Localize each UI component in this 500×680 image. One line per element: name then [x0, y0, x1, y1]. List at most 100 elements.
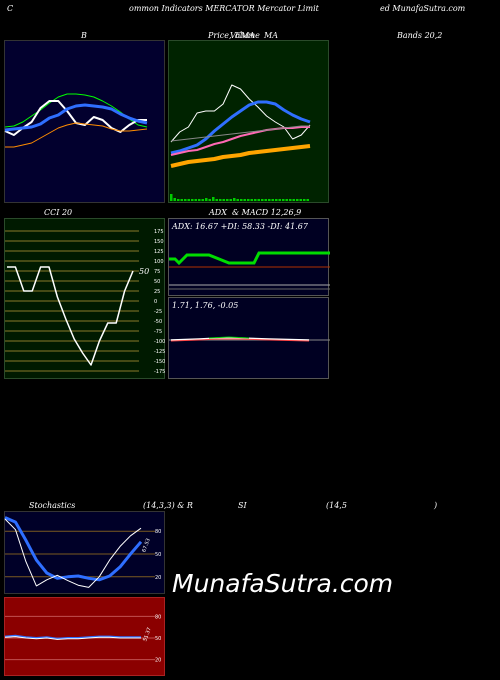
volume-bar	[180, 199, 183, 201]
cci-line	[7, 266, 134, 366]
volume-bar	[233, 198, 236, 201]
bollinger-panel	[4, 40, 165, 203]
volume-bar	[247, 199, 250, 201]
bollinger-title: B	[81, 31, 87, 40]
price-line	[170, 84, 311, 143]
macd-signal-line	[170, 338, 310, 342]
adx-title-left: ADX	[209, 208, 227, 217]
volume-bar	[296, 199, 299, 201]
stoch-tick-label: 80	[155, 529, 161, 535]
volume-bar	[285, 199, 288, 201]
cci-tick-label: 125	[154, 249, 164, 255]
price-title-right: MA	[264, 31, 278, 40]
volume-bar	[292, 199, 295, 201]
volume-bar	[201, 199, 204, 201]
volume-bar	[194, 199, 197, 201]
stoch-value-label: 67.53	[141, 538, 152, 554]
volume-bar	[170, 194, 173, 201]
stoch-panel: 80 50 20 67.53	[4, 511, 165, 594]
macd-line	[170, 337, 310, 341]
cci-tick-label: 0	[154, 299, 157, 305]
stoch-tick-label: 50	[155, 552, 161, 558]
rsi-panel: 80 50 20 51.37	[4, 597, 165, 676]
volume-bar	[191, 199, 194, 201]
bands-title: Bands 20,2	[397, 31, 443, 40]
volume-bar	[303, 199, 306, 201]
stoch-tick-label: 20	[155, 575, 161, 581]
cci-tick-label: -175	[154, 369, 165, 375]
volume-bar	[268, 199, 271, 201]
cci-tick-label: -150	[154, 359, 165, 365]
rsi-line	[4, 634, 141, 640]
cci-tick-label: 150	[154, 239, 164, 245]
volume-bar	[271, 199, 274, 201]
plus-di-line	[169, 251, 330, 266]
macd-panel: 1.71, 1.76, -0.05	[168, 297, 330, 379]
watermark: MunafaSutra.com	[172, 569, 394, 598]
rsi-tick-label: 20	[155, 658, 161, 664]
stoch-params: (14,3,3) & R	[143, 501, 193, 510]
volume-bar	[264, 199, 267, 201]
adx-panel: ADX: 16.67 +DI: 58.33 -DI: 41.67	[168, 218, 330, 296]
volume-bar	[226, 199, 229, 201]
macd-chart: 1.71, 1.76, -0.05	[169, 301, 330, 342]
cci-panel: 175 150 125 100 75 50 25 0 -25 -50 -75 -100 -125 -150…	[4, 218, 165, 379]
cci-tick-label: -100	[154, 339, 165, 345]
cci-tick-label: -125	[154, 349, 165, 355]
volume-bar	[254, 199, 257, 201]
volume-bar	[187, 199, 190, 201]
header-left: C	[7, 4, 14, 13]
volume-bar	[243, 199, 246, 201]
volume-bar	[261, 199, 264, 201]
volume-bar	[289, 199, 292, 201]
stoch-k-line	[4, 516, 143, 582]
volume-bar	[229, 199, 232, 201]
price-title-volume: Volume	[230, 31, 260, 40]
rsi-tick-label: 80	[155, 614, 161, 620]
volume-bar	[278, 199, 281, 201]
volume-bar	[236, 199, 239, 201]
rsi-params: (14,5	[326, 501, 347, 510]
cci-tick-label: -25	[154, 309, 162, 315]
rsi-tick-label: 50	[155, 636, 161, 642]
volume-bar	[222, 199, 225, 201]
header-title: ommon Indicators MERCATOR Mercator Limit	[129, 4, 319, 13]
volume-bar	[250, 199, 253, 201]
volume-bar	[299, 199, 302, 201]
stoch-d-line	[4, 518, 142, 588]
volume-bar	[219, 199, 222, 201]
volume-bar	[306, 199, 309, 201]
price-panel	[168, 40, 329, 203]
ema-fast-line	[170, 100, 311, 155]
bollinger-middle-line	[4, 103, 148, 132]
cci-tick-label: 100	[154, 259, 164, 265]
volume-bar	[257, 199, 260, 201]
ema-mid-line	[170, 126, 310, 156]
cci-title: CCI 20	[44, 208, 73, 217]
volume-bar	[240, 199, 243, 201]
adx-title-right: & MACD 12,26,9	[232, 208, 302, 217]
price-chart	[170, 84, 311, 201]
volume-bar	[205, 198, 208, 201]
rsi-average-line	[4, 636, 141, 640]
cci-tick-label: 75	[154, 269, 160, 275]
stoch-chart: 80 50 20 67.53	[4, 516, 161, 588]
adx-values-label: ADX: 16.67 +DI: 58.33 -DI: 41.67	[171, 222, 309, 231]
rsi-title: SI	[238, 501, 247, 510]
ma-long-line	[170, 125, 310, 142]
volume-bar	[177, 199, 180, 201]
volume-bar	[275, 199, 278, 201]
adx-chart: ADX: 16.67 +DI: 58.33 -DI: 41.67	[169, 222, 330, 290]
volume-bar	[184, 199, 187, 201]
cci-tick-label: -50	[154, 319, 162, 325]
ema-slow-line	[170, 144, 311, 168]
cci-tick-label: 50	[154, 279, 160, 285]
cci-chart: 175 150 125 100 75 50 25 0 -25 -50 -75 -100 -125 -150…	[5, 229, 165, 375]
cci-value-label: 50	[139, 267, 149, 276]
macd-values-label: 1.71, 1.76, -0.05	[172, 301, 238, 310]
volume-bar	[215, 199, 218, 201]
macd-histogram	[208, 336, 250, 339]
cci-tick-label: -75	[154, 329, 162, 335]
cci-tick-label: 175	[154, 229, 164, 235]
price-title-ema: EMA	[235, 31, 255, 40]
